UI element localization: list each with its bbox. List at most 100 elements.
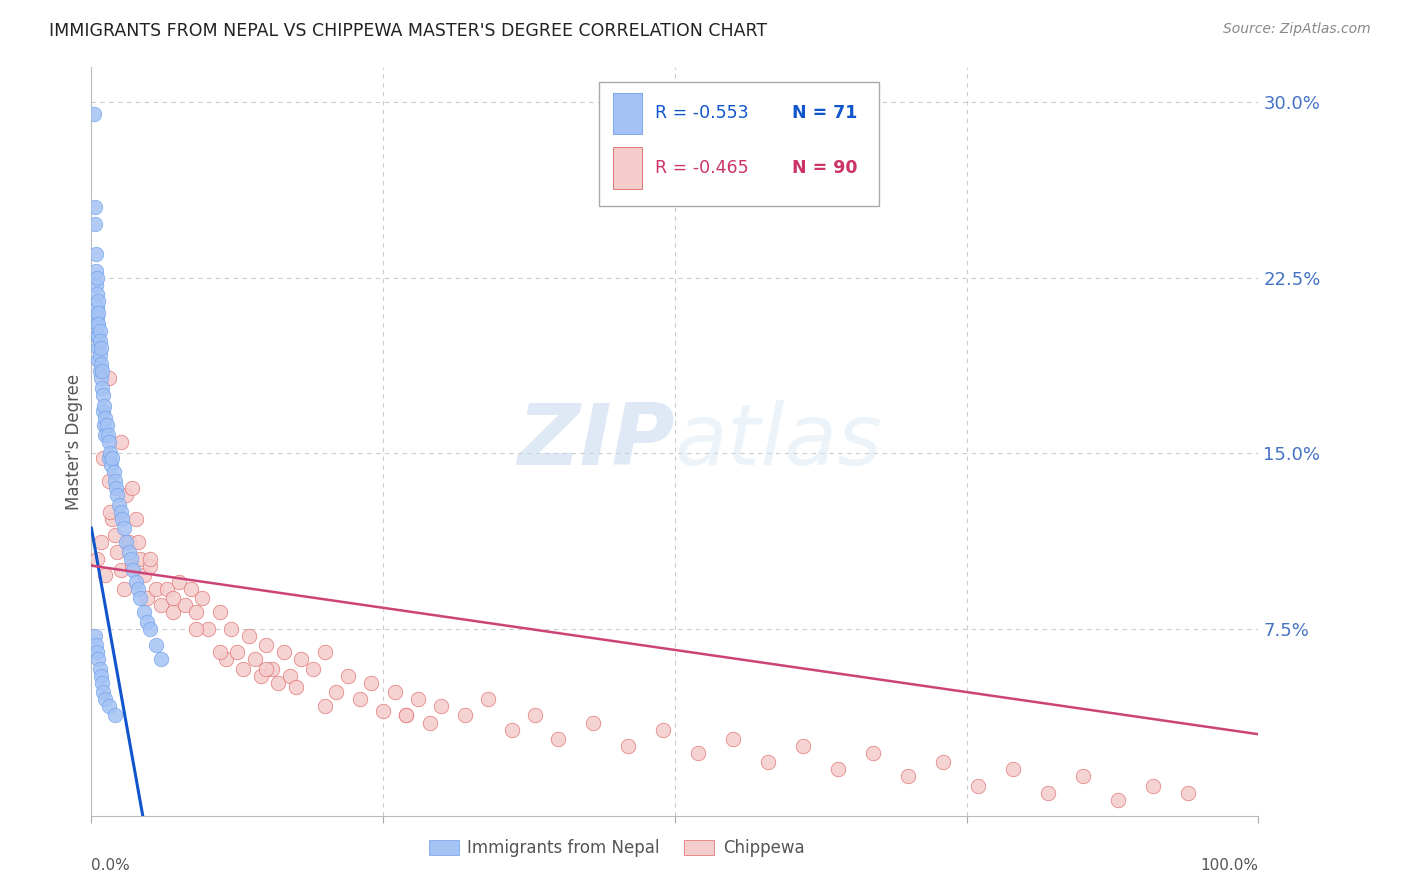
Point	[94, 411, 117, 425]
Point	[103, 465, 125, 479]
Point	[132, 606, 155, 620]
Point	[89, 364, 111, 378]
Point	[86, 645, 108, 659]
Point	[97, 371, 120, 385]
Point	[89, 334, 111, 348]
Point	[967, 779, 990, 793]
Point	[93, 418, 115, 433]
Point	[89, 348, 111, 362]
Point	[94, 427, 117, 442]
Text: N = 71: N = 71	[792, 104, 856, 122]
Text: ZIP: ZIP	[517, 400, 675, 483]
Point	[314, 699, 336, 714]
Point	[302, 662, 325, 676]
Point	[1177, 786, 1199, 800]
Point	[226, 645, 249, 659]
Point	[98, 505, 121, 519]
Point	[101, 450, 124, 465]
Point	[118, 544, 141, 558]
Point	[290, 652, 312, 666]
Text: N = 90: N = 90	[792, 159, 858, 177]
Point	[96, 418, 118, 433]
Point	[208, 645, 231, 659]
Point	[582, 715, 605, 730]
Point	[1107, 793, 1129, 807]
Point	[83, 107, 105, 121]
Point	[110, 434, 132, 449]
Point	[256, 638, 278, 652]
Point	[150, 599, 173, 613]
Point	[325, 685, 347, 699]
Point	[127, 535, 149, 549]
Point	[136, 591, 159, 606]
Y-axis label: Master's Degree: Master's Degree	[65, 374, 83, 509]
Point	[105, 488, 128, 502]
Point	[120, 551, 142, 566]
Point	[112, 521, 135, 535]
Point	[86, 551, 108, 566]
Point	[110, 563, 132, 577]
Point	[86, 270, 108, 285]
Point	[180, 582, 202, 596]
Point	[1142, 779, 1164, 793]
Point	[256, 662, 278, 676]
Point	[232, 662, 254, 676]
Point	[105, 544, 128, 558]
Point	[90, 341, 112, 355]
Point	[122, 563, 145, 577]
Legend: Immigrants from Nepal, Chippewa: Immigrants from Nepal, Chippewa	[422, 833, 811, 864]
Point	[97, 699, 120, 714]
Point	[523, 708, 546, 723]
Point	[115, 535, 138, 549]
Point	[1073, 769, 1095, 783]
Point	[862, 746, 884, 760]
Point	[87, 341, 110, 355]
Point	[89, 662, 111, 676]
Point	[104, 528, 127, 542]
Point	[87, 352, 110, 367]
Point	[349, 692, 371, 706]
Point	[93, 400, 115, 414]
Point	[162, 606, 184, 620]
Point	[314, 645, 336, 659]
Point	[129, 551, 152, 566]
Point	[827, 762, 849, 776]
Point	[430, 699, 453, 714]
Point	[125, 574, 148, 589]
Point	[138, 551, 162, 566]
Point	[477, 692, 499, 706]
Point	[87, 318, 110, 332]
Point	[84, 263, 107, 277]
Point	[110, 505, 132, 519]
Point	[112, 582, 135, 596]
Point	[90, 364, 112, 378]
Point	[145, 582, 167, 596]
Point	[162, 591, 184, 606]
Point	[94, 568, 117, 582]
Point	[90, 371, 112, 385]
Point	[238, 629, 260, 643]
Text: 0.0%: 0.0%	[91, 858, 131, 873]
Point	[97, 450, 120, 465]
Point	[108, 498, 131, 512]
Point	[208, 606, 231, 620]
Point	[284, 681, 307, 695]
Point	[104, 481, 127, 495]
Point	[273, 645, 295, 659]
Point	[395, 708, 418, 723]
Point	[1038, 786, 1060, 800]
Point	[186, 622, 208, 636]
Point	[97, 427, 120, 442]
FancyBboxPatch shape	[599, 82, 879, 205]
Point	[221, 622, 243, 636]
Point	[278, 669, 301, 683]
Point	[127, 582, 149, 596]
Text: Source: ZipAtlas.com: Source: ZipAtlas.com	[1223, 22, 1371, 37]
Point	[91, 450, 114, 465]
Point	[191, 591, 214, 606]
Point	[83, 629, 105, 643]
Point	[197, 622, 219, 636]
Point	[86, 310, 108, 325]
Point	[89, 325, 111, 339]
Point	[90, 357, 112, 371]
